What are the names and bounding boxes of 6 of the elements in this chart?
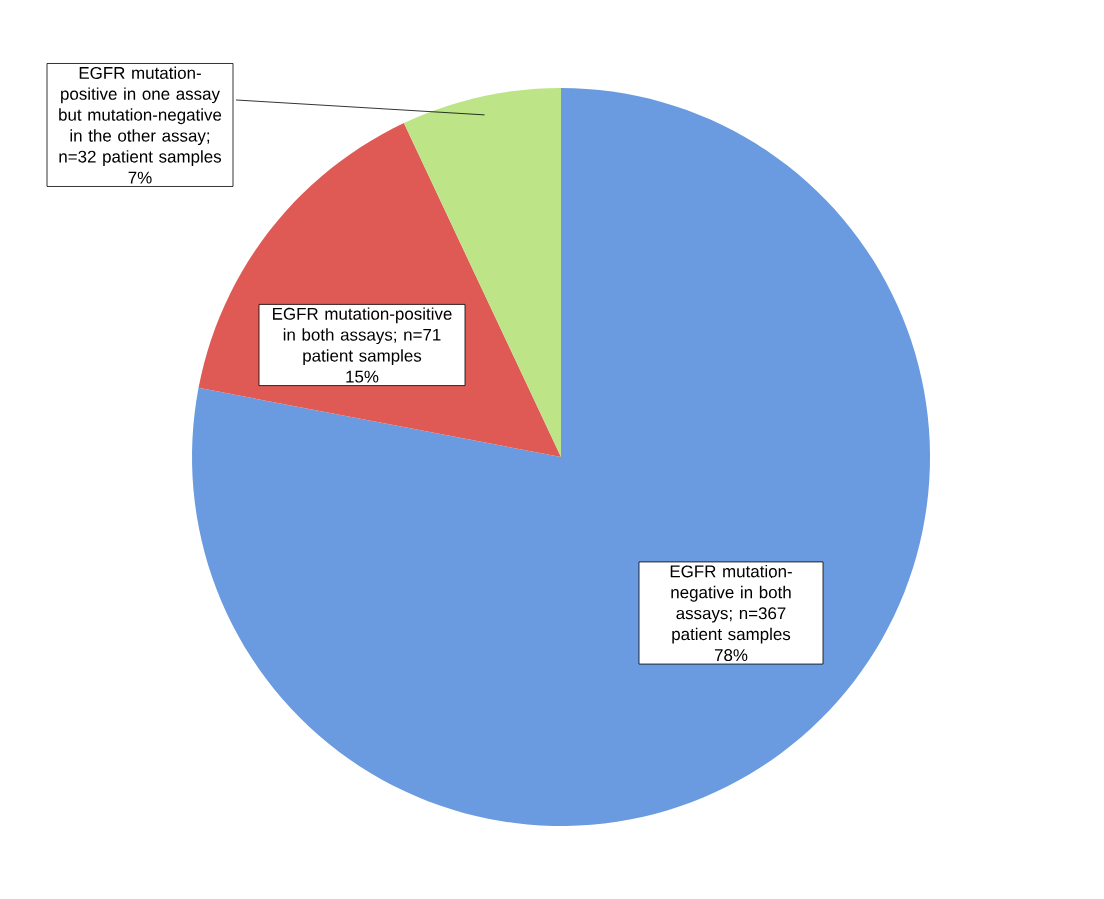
slice-label: EGFR mutation-positive in both assays; n=71 patient samples	[273, 307, 452, 366]
data-label: 78%	[714, 649, 748, 662]
data-label: 7%	[128, 171, 152, 184]
slice-label: EGFR mutation-negative in both assays; n=367 patient samples	[670, 564, 792, 644]
slice-label: EGFR mutation-positive in one assay but mutation-negative in the other assay; n=32 patient samples	[59, 66, 222, 166]
data-label: 15%	[346, 370, 379, 383]
